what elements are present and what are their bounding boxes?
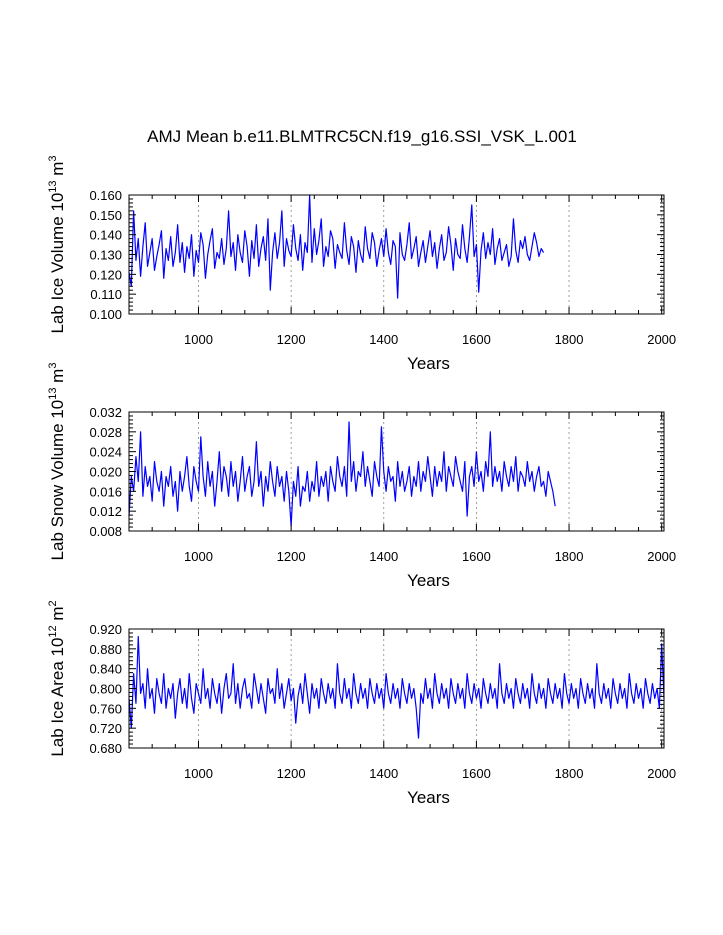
- y-tick-label: 0.016: [89, 484, 122, 499]
- series-line: [128, 421, 556, 527]
- x-tick-label: 1400: [369, 766, 398, 781]
- y-tick-label: 0.032: [89, 405, 122, 420]
- unit-exponent: 2: [47, 600, 59, 606]
- y-tick-label: 0.760: [89, 701, 122, 716]
- chart-panels: 1000 1200 1400 1600 1800 2000 0.100 0.110 0.120 0…: [47, 155, 676, 807]
- y-tick-label: 0.012: [89, 504, 122, 519]
- plot-frame: [128, 194, 665, 315]
- unit-exponent: 3: [47, 155, 59, 161]
- x-tick-label: 1000: [184, 549, 213, 564]
- x-axis-label: Years: [407, 571, 450, 590]
- y-tick-label: 0.150: [89, 208, 122, 223]
- x-tick-label: 1000: [184, 332, 213, 347]
- y-tick-label: 0.100: [89, 307, 122, 322]
- x-tick-label: 1400: [369, 549, 398, 564]
- y-tick-label: 0.840: [89, 662, 122, 677]
- x-tick-label: 1600: [462, 766, 491, 781]
- x-tick-label: 1200: [277, 766, 306, 781]
- y-axis-label: Lab Ice Volume 1013 m3: [47, 155, 67, 333]
- x-axis-label: Years: [407, 788, 450, 807]
- y-tick-label: 0.110: [90, 287, 122, 302]
- panel-3: 1000 1200 1400 1600 1800 2000 0.680 0.720 0.760 0…: [47, 600, 676, 807]
- plot-frame: [128, 628, 665, 749]
- y-tick-label: 0.680: [89, 741, 122, 756]
- y-tick-label: 0.020: [89, 465, 122, 480]
- unit-exponent: 3: [47, 363, 59, 369]
- y-tick-label: 0.160: [89, 188, 122, 203]
- panel-1: 1000 1200 1400 1600 1800 2000 0.100 0.110 0.120 0…: [47, 155, 676, 373]
- y-tick-label: 0.880: [89, 642, 122, 657]
- y-tick-label: 0.120: [89, 267, 122, 282]
- x-axis-label: Years: [407, 354, 450, 373]
- y-axis-label: Lab Ice Area 1012 m2: [47, 600, 67, 756]
- panel-2: 1000 1200 1400 1600 1800 2000 0.008 0.012 0.016 0…: [47, 363, 676, 590]
- x-tick-label: 2000: [647, 549, 676, 564]
- x-tick-label: 1200: [277, 332, 306, 347]
- x-tick-label: 1800: [555, 332, 584, 347]
- x-tick-label: 1000: [184, 766, 213, 781]
- y-tick-label: 0.800: [89, 682, 122, 697]
- y-tick-label: 0.024: [89, 445, 122, 460]
- y-tick-label: 0.008: [89, 524, 122, 539]
- y-tick-label: 0.130: [89, 248, 122, 263]
- series-line: [128, 635, 665, 739]
- x-tick-label: 1600: [462, 332, 491, 347]
- y-tick-label: 0.720: [89, 721, 122, 736]
- x-tick-label: 2000: [647, 332, 676, 347]
- chart-title: AMJ Mean b.e11.BLMTRC5CN.f19_g16.SSI_VSK…: [147, 127, 577, 146]
- x-tick-label: 1400: [369, 332, 398, 347]
- series-line: [128, 194, 545, 299]
- y-tick-label: 0.140: [89, 228, 122, 243]
- y-tick-label: 0.028: [89, 425, 122, 440]
- x-tick-label: 1200: [277, 549, 306, 564]
- y-axis-label: Lab Snow Volume 1013 m3: [47, 363, 67, 561]
- x-tick-label: 2000: [647, 766, 676, 781]
- x-tick-label: 1800: [555, 549, 584, 564]
- y-tick-label: 0.920: [89, 622, 122, 637]
- x-tick-label: 1600: [462, 549, 491, 564]
- x-tick-label: 1800: [555, 766, 584, 781]
